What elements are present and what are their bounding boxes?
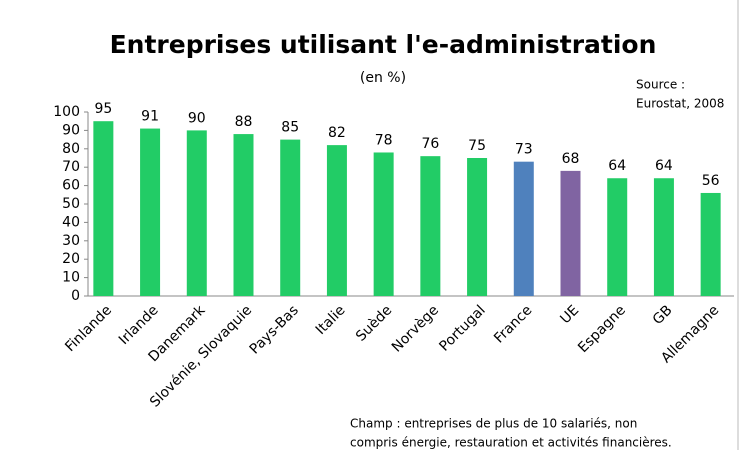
bar — [513, 161, 534, 296]
value-label: 95 — [94, 101, 112, 117]
bar — [420, 156, 441, 296]
bar — [326, 145, 347, 296]
y-tick-label: 100 — [53, 104, 80, 120]
value-label: 90 — [188, 110, 206, 126]
bar — [373, 152, 394, 296]
bar — [140, 128, 161, 296]
value-label: 76 — [421, 136, 439, 152]
x-tick-label: Finlande — [62, 302, 115, 355]
y-tick-label: 20 — [62, 251, 80, 267]
value-label: 85 — [281, 120, 299, 136]
x-tick-label: France — [491, 302, 535, 346]
bar — [93, 121, 114, 296]
y-tick-label: 50 — [62, 196, 80, 212]
bar — [653, 178, 674, 296]
x-tick-label: Suède — [353, 302, 395, 344]
y-tick-label: 60 — [62, 178, 80, 194]
bar — [280, 139, 301, 296]
value-label: 64 — [655, 158, 673, 174]
value-label: 68 — [562, 151, 580, 167]
chart-title: Entreprises utilisant l'e-administration — [110, 30, 657, 59]
y-tick-label: 90 — [62, 122, 80, 138]
y-tick-label: 70 — [62, 159, 80, 175]
x-tick-label: Norvège — [389, 302, 442, 355]
x-tick-label: UE — [557, 302, 582, 327]
value-label: 75 — [468, 138, 486, 154]
bar — [700, 192, 721, 296]
x-tick-label: Pays-Bas — [247, 302, 302, 357]
y-tick-label: 80 — [62, 141, 80, 157]
value-label: 56 — [702, 173, 720, 189]
bar — [560, 170, 581, 296]
note: Champ : entreprises de plus de 10 salari… — [350, 417, 637, 431]
x-tick-label: Italie — [313, 302, 349, 338]
y-tick-label: 0 — [71, 288, 80, 304]
bar — [186, 130, 207, 296]
bar — [467, 158, 488, 296]
note: compris énergie, restauration et activit… — [350, 436, 672, 450]
bar — [607, 178, 628, 296]
value-label: 78 — [375, 132, 393, 148]
bar — [233, 134, 254, 296]
chart-subtitle: (en %) — [360, 70, 406, 86]
y-tick-label: 30 — [62, 233, 80, 249]
y-tick-label: 40 — [62, 214, 80, 230]
x-tick-label: Portugal — [436, 302, 488, 354]
value-label: 91 — [141, 109, 159, 125]
x-tick-label: Espagne — [575, 302, 629, 356]
source: Source : — [636, 78, 685, 92]
value-label: 82 — [328, 125, 346, 141]
value-label: 88 — [235, 114, 253, 130]
y-tick-label: 10 — [62, 270, 80, 286]
source: Eurostat, 2008 — [636, 97, 724, 111]
value-label: 73 — [515, 142, 533, 158]
x-tick-label: GB — [650, 302, 676, 328]
value-label: 64 — [608, 158, 626, 174]
x-tick-label: Irlande — [116, 302, 162, 348]
